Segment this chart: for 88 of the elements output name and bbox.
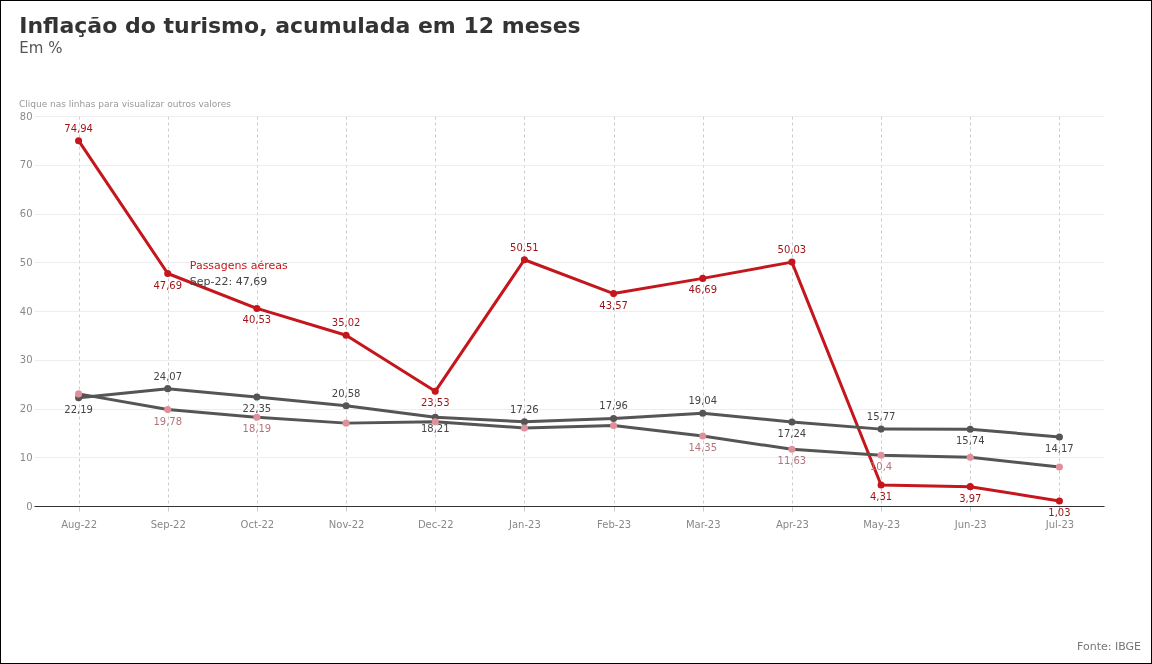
y-tick-label: 40 [19, 305, 33, 317]
data-label: 19,04 [688, 395, 718, 407]
x-tick-label: Nov-22 [328, 518, 365, 530]
point [788, 418, 796, 426]
data-label: 46,69 [688, 284, 718, 296]
x-tick-label: Mar-23 [685, 518, 721, 530]
data-label: 3,97 [959, 492, 982, 504]
point [966, 453, 974, 461]
annotation: Sep-22: 47,69 [189, 274, 268, 288]
point [1055, 463, 1063, 471]
y-tick-label: 60 [19, 208, 33, 219]
data-label: 23,53 [420, 397, 450, 409]
point [164, 406, 172, 414]
point [75, 390, 83, 398]
point [966, 425, 974, 433]
y-tick-label: 80 [19, 110, 33, 122]
point [1055, 433, 1063, 441]
data-label: 20,58 [331, 387, 361, 399]
data-label: 17,96 [599, 400, 628, 412]
series-label: Passagens aéreas [189, 258, 289, 272]
data-label: 43,57 [599, 299, 628, 311]
x-tick-label: Feb-23 [597, 518, 632, 530]
point [877, 451, 885, 459]
point [431, 387, 439, 395]
data-label: 18,21 [420, 423, 450, 435]
x-tick-label: Apr-23 [775, 518, 809, 530]
x-tick-label: Jun-23 [953, 518, 987, 530]
data-label: 22,19 [64, 403, 93, 415]
point [342, 419, 350, 427]
point [164, 269, 172, 278]
point [966, 483, 974, 491]
point [520, 256, 528, 264]
point [610, 422, 618, 430]
data-label: 14,35 [688, 442, 718, 454]
source-note: Fonte: IBGE [1077, 640, 1141, 653]
point [520, 424, 528, 432]
data-label: 24,07 [153, 370, 183, 382]
point [699, 432, 707, 440]
data-label: 4,31 [869, 490, 893, 502]
y-tick-label: 0 [26, 500, 33, 512]
x-tick-label: Jul-23 [1044, 518, 1075, 530]
point [877, 425, 885, 433]
point [75, 137, 83, 145]
point [610, 414, 618, 422]
point [699, 274, 707, 282]
y-tick-label: 30 [19, 354, 33, 366]
y-tick-label: 10 [19, 451, 33, 463]
x-tick-label: Jan-23 [508, 518, 541, 530]
data-label: 17,24 [777, 427, 807, 439]
data-label: 35,02 [331, 317, 361, 329]
point [253, 393, 261, 401]
data-label: 40,53 [242, 314, 272, 326]
point [610, 290, 618, 298]
data-label: 15,74 [955, 435, 985, 447]
point [253, 413, 261, 421]
data-label: 14,17 [1045, 442, 1074, 454]
y-tick-label: 50 [19, 256, 33, 268]
data-label: 19,78 [153, 415, 183, 427]
data-label: 17,26 [510, 403, 539, 415]
point [788, 445, 796, 453]
data-label: 15,77 [866, 411, 896, 423]
point [253, 304, 261, 312]
x-tick-label: Dec-22 [417, 518, 454, 530]
x-tick-label: Aug-22 [61, 518, 98, 530]
data-label: 18,19 [242, 423, 272, 435]
text: Clique nas linhas para visualizar outros valores [19, 99, 232, 109]
data-label: 50,51 [510, 241, 539, 253]
point [877, 481, 885, 489]
data-label: 50,03 [777, 244, 807, 256]
data-label: 47,69 [153, 279, 183, 291]
point [699, 409, 707, 417]
point [342, 402, 350, 410]
point [1055, 497, 1063, 505]
data-label: 11,63 [777, 455, 807, 467]
x-tick-label: Oct-22 [240, 518, 275, 530]
x-tick-label: May-23 [863, 518, 901, 530]
chart-title: Inflação do turismo, acumulada em 12 meses [19, 13, 581, 38]
point [342, 331, 350, 339]
data-label: 1,03 [1048, 506, 1071, 518]
point [788, 258, 796, 266]
data-label: 74,94 [64, 122, 93, 134]
chart-subtitle: Em % [19, 39, 63, 57]
y-tick-label: 20 [19, 403, 33, 414]
data-label: 22,35 [242, 403, 272, 415]
y-tick-label: 70 [19, 159, 33, 171]
point [164, 385, 172, 393]
x-tick-label: Sep-22 [150, 518, 186, 530]
point [520, 418, 528, 426]
